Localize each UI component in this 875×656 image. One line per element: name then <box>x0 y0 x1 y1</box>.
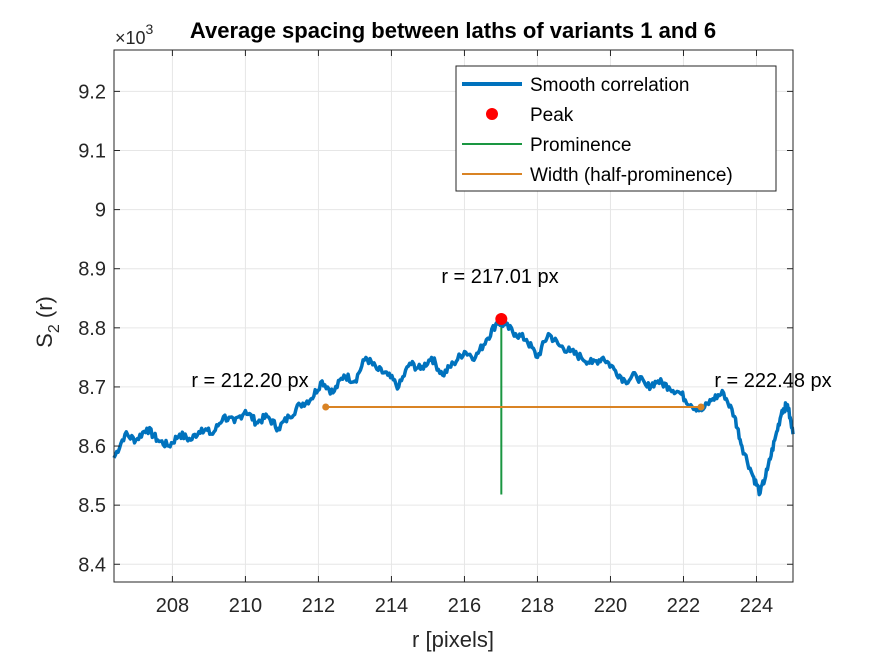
width-right-marker <box>697 403 705 411</box>
x-tick-label: 220 <box>594 595 627 617</box>
x-tick-label: 212 <box>302 595 335 617</box>
plot-area <box>112 312 795 497</box>
legend-box <box>455 65 777 192</box>
y-tick-label: 9.1 <box>78 140 106 162</box>
x-tick-label: 218 <box>521 595 554 617</box>
peak-label: r = 217.01 px <box>441 266 558 288</box>
legend: Smooth correlation Peak Prominence Width… <box>455 65 777 192</box>
y-tick-label: 9 <box>95 200 106 222</box>
legend-label-peak: Peak <box>530 105 574 126</box>
legend-marker-peak <box>486 108 498 120</box>
legend-label-smooth: Smooth correlation <box>530 75 689 96</box>
x-tick-label: 224 <box>740 595 773 617</box>
x-axis-label: r [pixels] <box>412 627 494 652</box>
width-left-marker <box>322 403 330 411</box>
smooth-correlation-line <box>112 319 795 497</box>
y-tick-label: 9.2 <box>78 81 106 103</box>
chart-title: Average spacing between laths of variant… <box>190 18 716 43</box>
y-tick-label: 8.8 <box>78 318 106 340</box>
x-tick-label: 216 <box>448 595 481 617</box>
y-tick-label: 8.7 <box>78 377 106 399</box>
legend-label-prominence: Prominence <box>530 135 631 156</box>
width-right-label: r = 222.48 px <box>714 370 831 392</box>
x-tick-label: 208 <box>156 595 189 617</box>
x-tick-label: 210 <box>229 595 262 617</box>
axes-box <box>113 49 794 583</box>
y-tick-label: 8.5 <box>78 495 106 517</box>
width-left-label: r = 212.20 px <box>191 370 308 392</box>
y-axis-label: S2 (r) <box>32 296 63 348</box>
x-tick-label: 214 <box>375 595 408 617</box>
y-tick-label: 8.6 <box>78 436 106 458</box>
y-tick-label: 8.4 <box>78 554 106 576</box>
y-exponent-label: ×103 <box>115 21 154 48</box>
ticks: 208 210 212 214 216 218 220 222 224 8.4 8.5 8.6 8.7 8… <box>78 50 793 617</box>
x-tick-label: 222 <box>667 595 700 617</box>
legend-label-width: Width (half-prominence) <box>530 165 733 186</box>
peak-marker <box>495 312 508 325</box>
y-tick-label: 8.9 <box>78 259 106 281</box>
